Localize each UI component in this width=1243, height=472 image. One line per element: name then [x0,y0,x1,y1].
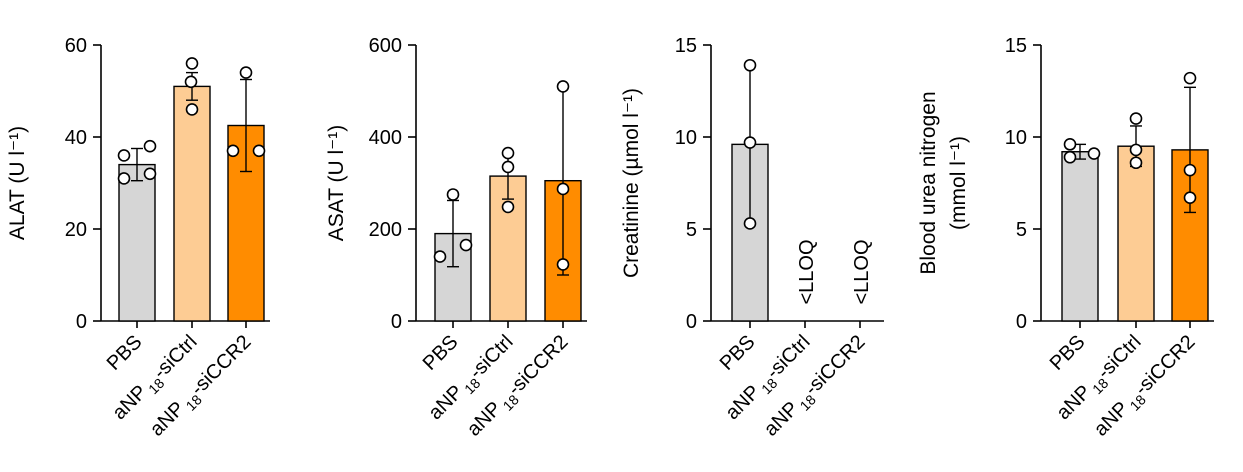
data-point [117,172,131,185]
data-point [556,182,570,196]
data-point [184,75,198,89]
x-tick-label-suffix: -siCCR2 [187,331,256,400]
y-tick-label: 400 [369,127,402,149]
y-axis-label: ASAT (U l⁻¹) [325,125,348,241]
y-tick-label: 15 [1005,35,1027,57]
x-tick-label-suffix: -siCtrl [1093,331,1145,383]
data-point [1063,138,1077,151]
data-point [556,258,570,271]
y-tick-label: 0 [391,311,402,333]
data-point [1087,147,1101,160]
y-tick-label: 10 [675,127,697,149]
data-point [1129,112,1143,125]
data-point [743,217,757,230]
bar-1 [1061,151,1099,322]
y-tick-label: 40 [65,127,87,149]
x-tick-label-suffix: -siCCR2 [801,331,870,400]
y-axis-label: ALAT (U l⁻¹) [6,126,29,240]
x-tick-label: PBS [103,331,147,375]
data-point [1129,156,1143,170]
y-tick-label: 5 [686,219,697,241]
data-point [1183,71,1197,85]
x-tick-label-main: aNP [424,381,467,424]
x-tick-label-main: PBS [419,331,463,375]
lloq-label: <LLOQ [796,239,818,304]
data-point [743,58,757,72]
x-tick-label: PBS [419,331,463,375]
bar-2 [1117,145,1155,322]
x-tick-label-suffix: -siCtrl [465,331,517,383]
x-tick-label-main: PBS [103,331,147,375]
x-tick-label-main: aNP [146,398,189,441]
x-tick-label: PBS [1046,331,1090,375]
data-point [185,103,199,116]
y-tick-label: 200 [369,219,402,241]
x-tick-label-suffix: -siCCR2 [504,331,573,400]
data-point [459,238,473,252]
data-point [226,144,240,158]
y-tick-label: 600 [369,35,402,57]
data-point [1183,163,1197,177]
data-point [501,160,515,174]
y-tick-label: 60 [65,35,87,57]
y-tick-label: 0 [1016,311,1027,333]
data-point [1183,191,1197,205]
x-tick-label-main: aNP [1052,381,1095,424]
x-tick-label-main: PBS [716,331,760,375]
x-tick-label-main: aNP [108,381,151,424]
data-point [239,66,253,79]
y-axis-label: Creatinine (µmol l⁻¹) [620,88,643,278]
y-tick-label: 15 [675,35,697,57]
y-tick-label: 10 [1005,127,1027,149]
data-point [433,250,447,263]
data-point [501,200,515,214]
x-tick-label-suffix: -siCtrl [762,331,814,383]
data-point [501,146,515,160]
y-tick-label: 20 [65,219,87,241]
data-point [1129,143,1143,157]
data-point [143,139,157,153]
x-tick-label-main: aNP [721,381,764,424]
x-tick-label-main: PBS [1046,331,1090,375]
x-tick-label-suffix: -siCCR2 [1131,331,1200,400]
data-point [117,149,131,162]
y-axis-label: Blood urea nitrogen [917,91,940,274]
data-point [743,136,757,149]
data-point [185,57,199,70]
x-tick-label: PBS [716,331,760,375]
lloq-label: <LLOQ [851,239,873,304]
data-point [1063,150,1077,164]
data-point [556,80,570,93]
x-tick-label-main: aNP [1090,398,1133,441]
y-axis-label: (mmol l⁻¹) [947,136,970,230]
x-tick-label-suffix: -siCtrl [149,331,201,383]
data-point [143,167,157,181]
y-tick-label: 0 [76,311,87,333]
y-tick-label: 5 [1016,219,1027,241]
data-point [252,144,266,158]
bar-2 [489,175,527,322]
y-tick-label: 0 [686,311,697,333]
x-tick-label-main: aNP [463,398,506,441]
data-point [446,188,460,201]
x-tick-label-main: aNP [760,398,803,441]
bar-1 [118,163,156,322]
bar-2 [173,85,211,322]
